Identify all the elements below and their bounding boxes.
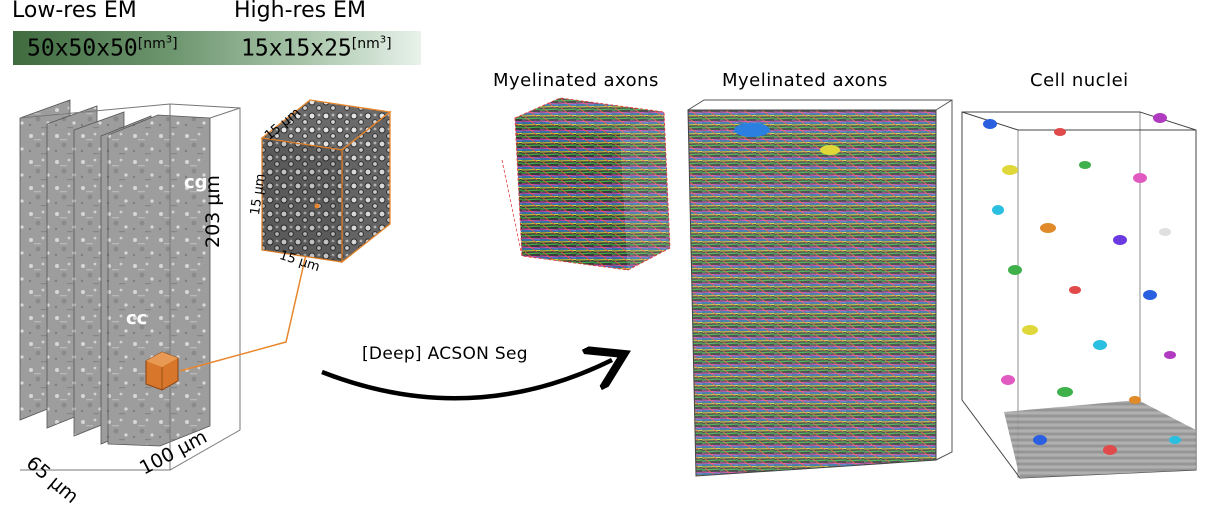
label-cc: cc bbox=[126, 308, 148, 329]
resolution-gradient-bar: 50x50x50[nm3] 15x15x25[nm3] bbox=[13, 31, 421, 65]
high-res-unit: [nm3] bbox=[351, 34, 392, 52]
small-axon-cube bbox=[501, 97, 671, 271]
high-res-value: 15x15x25 bbox=[241, 35, 352, 62]
low-res-value-group: 50x50x50[nm3] bbox=[27, 34, 178, 62]
nuclei-blobs bbox=[983, 113, 1181, 455]
em-volume-slabs bbox=[19, 99, 241, 471]
pipeline-label: [Deep] ACSON Seg bbox=[362, 344, 528, 364]
low-res-value: 50x50x50 bbox=[27, 35, 138, 62]
small-axons-title: Myelinated axons bbox=[493, 70, 659, 91]
figure-canvas bbox=[19, 97, 1197, 479]
highres-cube-side bbox=[341, 110, 391, 264]
subvolume-marker bbox=[145, 351, 179, 391]
dim-height-label: 203 μm bbox=[202, 175, 224, 248]
high-res-value-group: 15x15x25[nm3] bbox=[241, 34, 392, 62]
cell-nuclei-box bbox=[961, 111, 1197, 479]
nuclei-title: Cell nuclei bbox=[1030, 70, 1129, 91]
em-volume-outline bbox=[19, 103, 241, 471]
large-axons-title: Myelinated axons bbox=[722, 70, 888, 91]
label-cg: cg bbox=[184, 172, 208, 193]
low-res-unit: [nm3] bbox=[137, 34, 178, 52]
high-res-label: High-res EM bbox=[234, 0, 366, 23]
large-axon-block bbox=[687, 99, 953, 477]
highres-em-cube bbox=[260, 99, 392, 264]
segmentation-arrow bbox=[321, 360, 612, 401]
low-res-label: Low-res EM bbox=[12, 0, 137, 23]
em-slab-front bbox=[107, 114, 211, 447]
